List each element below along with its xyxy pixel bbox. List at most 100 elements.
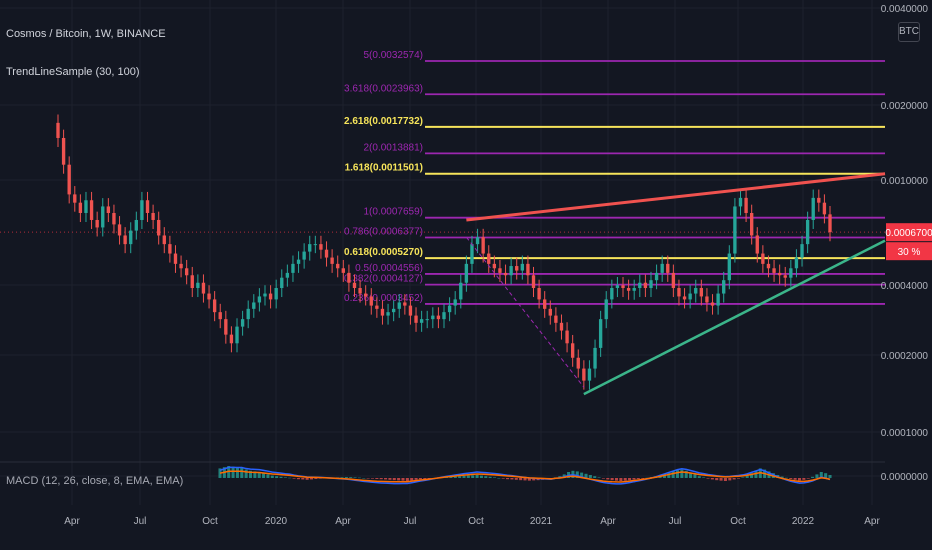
macd-histogram-bar bbox=[588, 475, 592, 478]
candle-body bbox=[67, 164, 71, 195]
macd-histogram-bar bbox=[405, 478, 409, 481]
time-axis-label: Apr bbox=[600, 516, 616, 527]
candle-body bbox=[196, 282, 200, 289]
candle-body bbox=[73, 194, 77, 203]
macd-histogram-bar bbox=[497, 478, 501, 479]
fib-level-label: 3.618(0.0023963) bbox=[344, 83, 423, 94]
macd-histogram-bar bbox=[706, 478, 710, 479]
fib-level-label: 2.618(0.0017732) bbox=[344, 116, 423, 127]
macd-histogram-bar bbox=[471, 475, 475, 478]
macd-histogram-bar bbox=[353, 477, 357, 478]
candle-body bbox=[84, 200, 88, 213]
macd-histogram-bar bbox=[488, 476, 492, 478]
macd-histogram-bar bbox=[466, 475, 470, 478]
macd-histogram-bar bbox=[606, 478, 610, 480]
candle-body bbox=[252, 302, 256, 309]
candle-body bbox=[235, 326, 239, 344]
indicator-title[interactable]: TrendLineSample (30, 100) bbox=[6, 66, 140, 78]
candle-body bbox=[257, 296, 262, 303]
candle-body bbox=[157, 219, 161, 236]
macd-histogram-bar bbox=[270, 475, 274, 478]
candle-body bbox=[492, 263, 497, 269]
macd-histogram-bar bbox=[797, 478, 802, 481]
candle-body bbox=[671, 272, 676, 289]
candle-body bbox=[738, 197, 743, 207]
candle-body bbox=[716, 293, 720, 306]
candle-body bbox=[95, 219, 99, 228]
currency-unit-button[interactable]: BTC bbox=[898, 22, 920, 42]
candle-body bbox=[750, 212, 754, 236]
candle-body bbox=[140, 200, 144, 220]
candle-body bbox=[587, 368, 592, 381]
candle-body bbox=[699, 288, 704, 297]
candle-body bbox=[710, 302, 715, 306]
candle-body bbox=[526, 263, 530, 276]
symbol-title[interactable]: Cosmos / Bitcoin, 1W, BINANCE bbox=[6, 28, 166, 40]
macd-histogram-bar bbox=[240, 467, 244, 478]
candle-body bbox=[727, 253, 731, 281]
candle-body bbox=[123, 235, 127, 245]
macd-histogram-bar bbox=[244, 469, 248, 478]
macd-histogram-bar bbox=[780, 476, 784, 478]
macd-histogram-bar bbox=[427, 478, 431, 479]
macd-histogram-bar bbox=[375, 478, 379, 479]
macd-histogram-bar bbox=[684, 470, 688, 478]
candle-body bbox=[224, 319, 228, 335]
candle-body bbox=[336, 263, 340, 269]
candle-body bbox=[682, 296, 687, 300]
macd-title[interactable]: MACD (12, 26, close, 8, EMA, EMA) bbox=[6, 475, 184, 487]
candle-body bbox=[677, 288, 681, 297]
candle-body bbox=[632, 288, 636, 291]
candle-body bbox=[78, 202, 83, 213]
candle-body bbox=[447, 305, 452, 313]
macd-histogram-bar bbox=[527, 478, 531, 481]
candle-body bbox=[643, 282, 648, 289]
change-badge bbox=[886, 242, 932, 261]
macd-histogram-bar bbox=[266, 474, 270, 478]
macd-histogram-bar bbox=[423, 478, 427, 479]
macd-histogram-bar bbox=[750, 473, 754, 478]
time-axis[interactable]: Apr Jul Oct 2020 Apr Jul Oct 2021 Apr Jul Oct 2022 A… bbox=[64, 516, 880, 527]
macd-histogram-bar bbox=[614, 478, 619, 481]
candle-body bbox=[179, 263, 183, 269]
time-axis-label: 2020 bbox=[265, 516, 288, 527]
price-axis-label: 0.0040000 bbox=[881, 4, 929, 15]
macd-histogram-bar bbox=[475, 475, 479, 478]
macd-histogram-bar bbox=[675, 470, 680, 478]
candle-body bbox=[761, 253, 765, 264]
time-axis-label: Jul bbox=[669, 516, 682, 527]
macd-histogram-bar bbox=[506, 478, 510, 480]
macd-histogram-bar bbox=[736, 478, 741, 479]
candle-body bbox=[442, 312, 446, 320]
macd-histogram-bar bbox=[815, 474, 819, 478]
time-axis-label: Oct bbox=[202, 516, 218, 527]
candle-body bbox=[548, 308, 552, 316]
candles bbox=[56, 114, 832, 390]
candle-body bbox=[391, 308, 396, 313]
candle-body bbox=[168, 244, 172, 254]
zigzag-line bbox=[465, 236, 585, 388]
candle-body bbox=[240, 319, 245, 327]
price-axis-label: 0.0020000 bbox=[881, 101, 929, 112]
time-axis-label: Jul bbox=[404, 516, 417, 527]
macd-histogram-bar bbox=[314, 478, 318, 479]
candle-body bbox=[296, 259, 301, 264]
candle-body bbox=[380, 308, 385, 316]
fib-level-label: 0.618(0.0005270) bbox=[344, 247, 423, 258]
candle-body bbox=[212, 299, 217, 313]
macd-histogram-bar bbox=[593, 476, 597, 478]
macd-histogram-bar bbox=[349, 477, 353, 478]
macd-histogram-bar bbox=[828, 475, 832, 478]
candle-body bbox=[559, 322, 564, 331]
candle-body bbox=[654, 272, 659, 281]
price-axis-label: 0.0000000 bbox=[881, 472, 929, 483]
macd-histogram-bar bbox=[693, 474, 697, 478]
candle-body bbox=[347, 272, 351, 283]
macd-histogram-bar bbox=[584, 473, 588, 478]
macd-histogram-bar bbox=[719, 478, 723, 481]
macd-histogram-bar bbox=[257, 472, 261, 478]
candle-body bbox=[498, 268, 502, 273]
candle-body bbox=[274, 288, 278, 300]
price-axis[interactable]: 0.0040000 0.0020000 0.0010000 0.0004000 0.00… bbox=[881, 4, 932, 483]
